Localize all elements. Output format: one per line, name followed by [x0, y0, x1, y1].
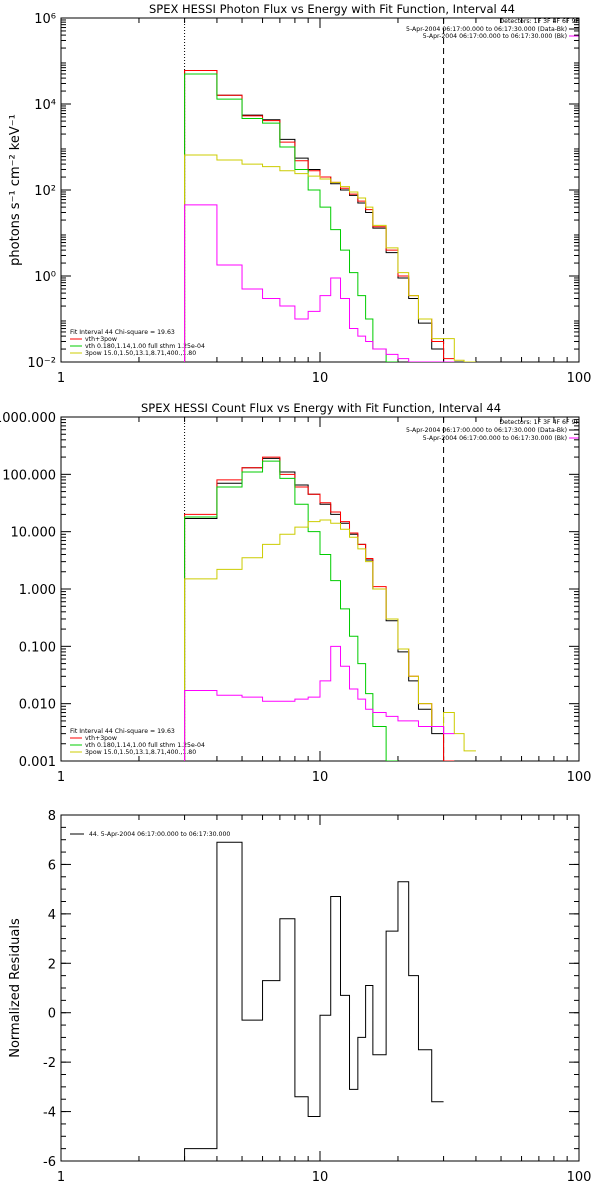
count-flux-x-tick-label: 10	[312, 770, 329, 785]
count-flux-y-tick-label: 0.010	[19, 698, 56, 713]
photon-flux-plot: 1 10 100 10⁻² 10⁰ 10² 10⁴ 10⁶ photons s⁻¹ cm⁻² k…	[8, 12, 591, 386]
residuals-y-tick-label: 8	[48, 809, 56, 824]
photon-flux-x-tick-label: 1	[57, 371, 65, 386]
count-flux-series-group	[184, 456, 476, 761]
photon-flux-y-label: photons s⁻¹ cm⁻² keV⁻¹	[8, 114, 23, 266]
photon-flux-series-vth	[184, 73, 398, 362]
residuals-y-tick-label: 6	[48, 858, 56, 873]
residuals-panel: 44. 5-Apr-2004 06:17:00.000 to 06:17:30.…	[70, 831, 230, 838]
count-flux-fit-total: vth+3pow	[85, 735, 117, 742]
photon-flux-series-3pow	[184, 154, 476, 362]
count-flux-fit-legend: Fit Interval 44 Chi-square = 19.63 vth+3…	[70, 728, 205, 756]
residuals-y-tick-label: 4	[48, 908, 56, 923]
photon-flux-fit-3pow: 3pow 15.0,1.50,13.1,8.71,400.,1.80	[85, 350, 196, 357]
residuals-y-axis: -6 -4 -2 0 2 4 6 8	[43, 809, 579, 1170]
photon-flux-legend-right: 5-Apr-2004 06:17:00.000 to 06:17:30.000 …	[406, 26, 579, 40]
photon-flux-series-group	[184, 70, 476, 362]
count-flux-y-axis: 0.001 0.010 0.100 1.000 10.000 100.000 1000.00…	[0, 411, 579, 770]
count-flux-legend-bk: 5-Apr-2004 06:17:00.000 to 06:17:30.000 …	[423, 435, 567, 442]
count-flux-y-tick-label: 1000.000	[0, 411, 56, 426]
photon-flux-fit-total: vth+3pow	[85, 336, 117, 343]
photon-flux-y-tick-label: 10⁻²	[27, 356, 56, 371]
count-flux-x-tick-label: 1	[57, 770, 65, 785]
photon-flux-y-tick-label: 10⁰	[34, 270, 56, 285]
photon-flux-series-vth-3pow	[184, 70, 455, 362]
photon-flux-y-tick-label: 10⁴	[34, 98, 56, 113]
residuals-x-axis: 1 10 100	[57, 815, 592, 1185]
count-flux-y-tick-label: 10.000	[11, 526, 57, 541]
residuals-y-tick-label: -4	[43, 1106, 56, 1121]
photon-flux-x-tick-label: 10	[312, 371, 329, 386]
count-flux-legend-data-bk: 5-Apr-2004 06:17:00.000 to 06:17:30.000 …	[406, 427, 567, 434]
residuals-y-tick-label: 0	[48, 1007, 56, 1022]
count-flux-fit-vth: vth 0.180,1.14,1.00 full sthm 1.25e-04	[85, 742, 205, 749]
count-flux-y-tick-label: 1.000	[19, 583, 56, 598]
count-flux-series-3pow	[184, 519, 476, 761]
count-flux-series-vth-3pow	[184, 456, 455, 761]
count-flux-plot: 1 10 1000.0010.0100.1001.00010.000100.0001…	[0, 411, 591, 785]
count-flux-x-tick-label: 100	[567, 770, 592, 785]
photon-flux-title: SPEX HESSI Photon Flux vs Energy with Fi…	[149, 2, 515, 16]
photon-flux-fit-vth: vth 0.180,1.14,1.00 full sthm 1.25e-04	[85, 343, 205, 350]
photon-flux-legend-bk: 5-Apr-2004 06:17:00.000 to 06:17:30.000 …	[423, 33, 567, 40]
photon-flux-y-tick-label: 10⁶	[34, 12, 56, 27]
residuals-y-tick-label: -6	[43, 1155, 56, 1170]
photon-flux-y-tick-label: 10²	[34, 184, 56, 199]
count-flux-series-data-bk	[184, 457, 455, 761]
count-flux-panel: SPEX HESSI Count Flux vs Energy with Fit…	[70, 401, 579, 756]
residuals-y-label: Normalized Residuals	[8, 918, 23, 1058]
residuals-x-tick-label: 10	[312, 1170, 329, 1185]
photon-flux-fit-legend: Fit Interval 44 Chi-square = 19.63 vth+3…	[70, 329, 205, 357]
residuals-x-tick-label: 1	[57, 1170, 65, 1185]
residuals-legend-label: 44. 5-Apr-2004 06:17:00.000 to 06:17:30.…	[89, 831, 230, 838]
count-flux-series-bk	[184, 645, 455, 761]
count-flux-series-vth	[184, 460, 398, 761]
count-flux-detectors: Detectors: 1F 3F 4F 6F 9F	[499, 419, 579, 426]
count-flux-legend-right: 5-Apr-2004 06:17:00.000 to 06:17:30.000 …	[406, 427, 579, 442]
photon-flux-x-tick-label: 100	[567, 371, 592, 386]
residuals-y-tick-label: -2	[43, 1056, 56, 1071]
residuals-x-tick-label: 100	[567, 1170, 592, 1185]
photon-flux-detectors: Detectors: 1F 3F 4F 6F 9F	[499, 18, 579, 25]
count-flux-fit-3pow: 3pow 15.0,1.50,13.1,8.71,400.,1.80	[85, 749, 196, 756]
count-flux-fit-interval: Fit Interval 44 Chi-square = 19.63	[70, 728, 175, 735]
count-flux-x-axis: 1 10 100	[57, 417, 592, 785]
residuals-y-tick-label: 2	[48, 957, 56, 972]
photon-flux-y-axis: 10⁻² 10⁰ 10² 10⁴ 10⁶	[27, 12, 579, 371]
count-flux-y-tick-label: 0.100	[19, 640, 56, 655]
photon-flux-series-data-bk	[184, 70, 455, 362]
photon-flux-series-bk	[184, 204, 455, 362]
residuals-series-44-5-apr-2004-06-17-00-000-to-06-17-30-000	[184, 841, 444, 1161]
count-flux-y-tick-label: 100.000	[2, 468, 56, 483]
photon-flux-fit-interval: Fit Interval 44 Chi-square = 19.63	[70, 329, 175, 336]
residuals-series-group	[184, 841, 444, 1161]
count-flux-y-tick-label: 0.001	[19, 755, 56, 770]
photon-flux-panel: SPEX HESSI Photon Flux vs Energy with Fi…	[70, 2, 579, 357]
count-flux-frame	[60, 416, 580, 762]
photon-flux-legend-data-bk: 5-Apr-2004 06:17:00.000 to 06:17:30.000 …	[406, 26, 567, 33]
residuals-plot: 1 10 100 -6 -4 -2 0 2 4 6 8 Normalized Residuals	[8, 809, 591, 1185]
count-flux-title: SPEX HESSI Count Flux vs Energy with Fit…	[141, 401, 501, 415]
